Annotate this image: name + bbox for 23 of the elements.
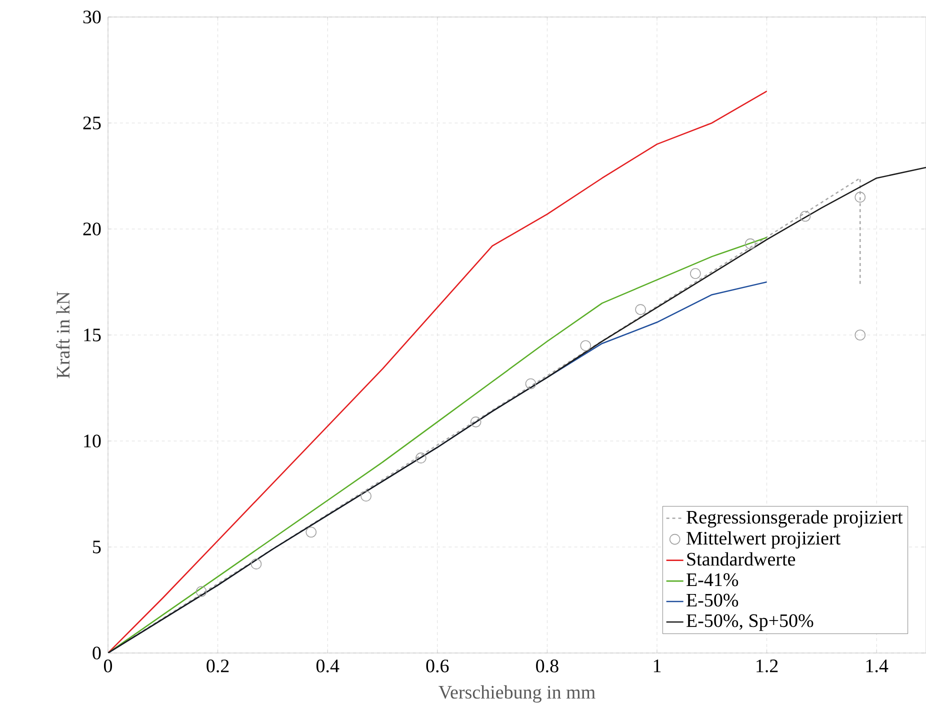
y-tick-label: 10 — [84, 434, 101, 448]
y-tick-label: 5 — [93, 540, 101, 554]
y-tick-label: 25 — [83, 116, 101, 130]
x-tick-label: 0.4 — [316, 660, 340, 672]
x-tick-label: 1.4 — [866, 660, 888, 672]
y-tick-label: 15 — [84, 328, 101, 342]
x-tick-label: 1 — [654, 660, 661, 672]
x-tick-label: 0.2 — [206, 660, 229, 672]
y-tick-label: 20 — [83, 222, 101, 236]
legend-label: E-41% — [686, 573, 738, 586]
x-tick-label: 0 — [104, 660, 112, 672]
x-axis-title: Verschiebung in mm — [438, 685, 596, 703]
legend-label: E-50% — [686, 594, 738, 607]
x-tick-label: 1.2 — [756, 660, 778, 672]
y-axis-title: Kraft in kN — [56, 292, 70, 378]
legend-label: Mittelwert projiziert — [686, 531, 840, 549]
x-tick-label: 0.6 — [426, 660, 449, 672]
y-tick-label: 30 — [83, 10, 101, 24]
legend-label: Regressionsgerade projiziert — [686, 510, 903, 528]
y-tick-label: 0 — [92, 646, 101, 660]
x-tick-label: 0.8 — [536, 660, 558, 672]
legend-label: Standardwerte — [687, 552, 796, 566]
legend-label: E-50%, Sp+50% — [686, 614, 814, 631]
